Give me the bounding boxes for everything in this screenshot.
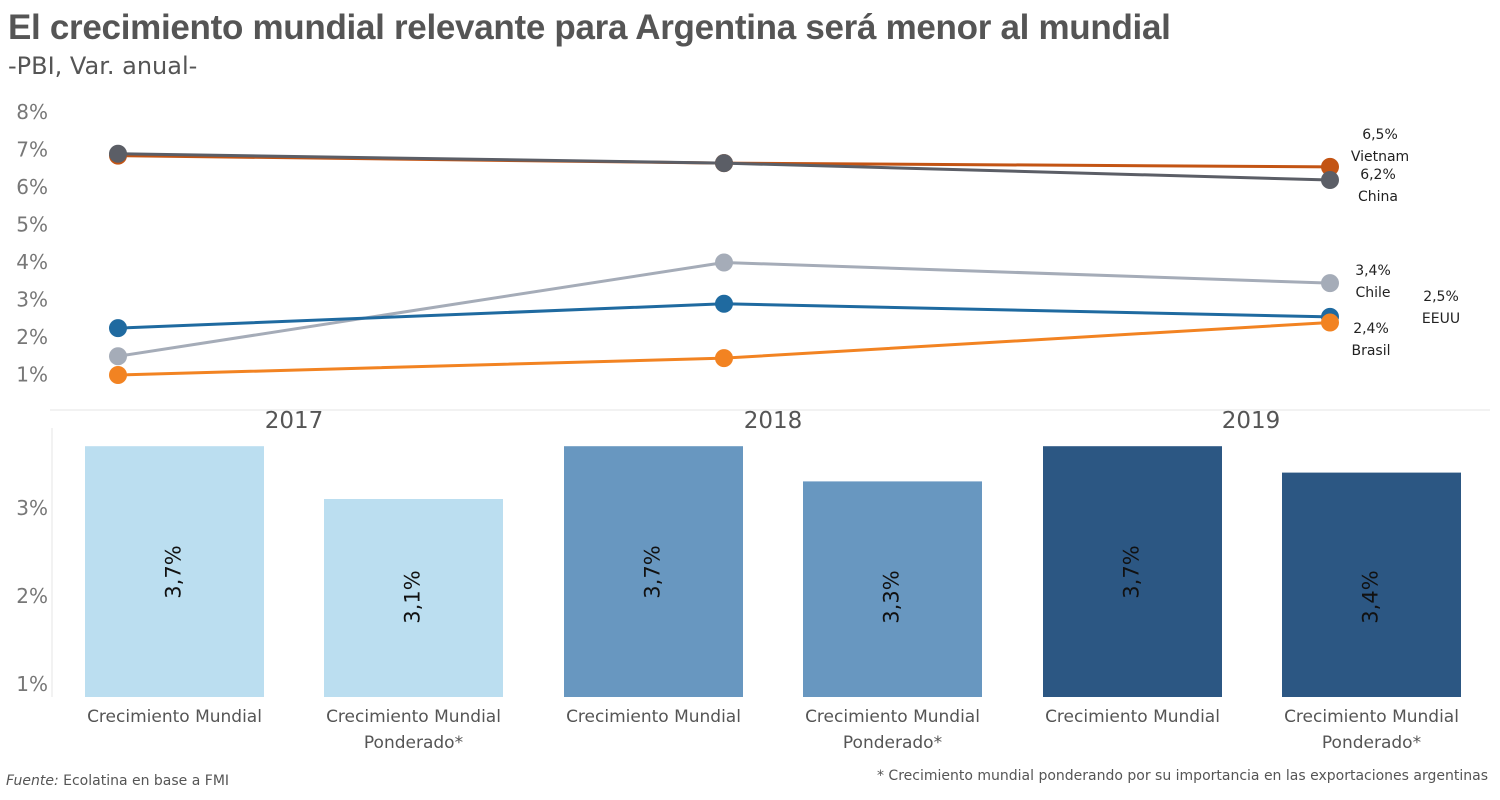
line-series-name-label: Brasil xyxy=(1351,343,1390,359)
bar-group-label-2019: 2019 xyxy=(1222,408,1281,434)
page-title: El crecimiento mundial relevante para Ar… xyxy=(8,8,1171,47)
line-y-tick-label: 1% xyxy=(16,363,48,387)
line-point-eeuu xyxy=(109,319,127,338)
footnote: * Crecimiento mundial ponderando por su … xyxy=(876,768,1488,784)
line-y-tick-label: 3% xyxy=(16,288,48,312)
bar-category-label: Crecimiento Mundial xyxy=(1284,707,1459,727)
line-end-value-label: 2,4% xyxy=(1353,321,1389,337)
line-end-value-label: 3,4% xyxy=(1355,263,1391,279)
bar-category-label: Crecimiento Mundial xyxy=(566,707,741,727)
line-point-brasil xyxy=(109,366,127,384)
line-end-value-label: 2,5% xyxy=(1423,289,1459,305)
bar-category-label: Crecimiento Mundial xyxy=(326,707,501,727)
bar-category-label: Crecimiento Mundial xyxy=(1045,707,1220,727)
bar-category-label: Crecimiento Mundial xyxy=(805,707,980,727)
line-point-chile xyxy=(715,253,733,272)
line-series-name-label: China xyxy=(1358,189,1398,205)
bar-2018-ponderado xyxy=(803,481,982,697)
line-series-name-label: Chile xyxy=(1355,285,1390,301)
line-point-brasil xyxy=(1321,313,1339,332)
bar-group-label-2017: 2017 xyxy=(265,408,324,434)
bar-value-label: 3,4% xyxy=(1359,570,1383,623)
line-y-tick-label: 7% xyxy=(16,138,48,162)
line-y-tick-label: 8% xyxy=(16,100,48,124)
bar-value-label: 3,3% xyxy=(880,570,904,623)
source-text: Ecolatina en base a FMI xyxy=(58,773,230,789)
bar-2017-ponderado xyxy=(324,499,503,697)
bar-value-label: 3,7% xyxy=(162,545,186,598)
line-end-value-label: 6,5% xyxy=(1362,127,1398,143)
line-y-tick-label: 2% xyxy=(16,325,48,349)
line-end-value-label: 6,2% xyxy=(1360,167,1396,183)
bar-value-label: 3,7% xyxy=(641,545,665,598)
bar-category-label: Ponderado* xyxy=(1322,733,1421,753)
line-y-tick-label: 4% xyxy=(16,250,48,274)
bar-value-label: 3,7% xyxy=(1120,545,1144,598)
line-point-brasil xyxy=(715,349,733,368)
bar-y-tick-label: 2% xyxy=(16,584,48,608)
bar-2017-mundial xyxy=(85,446,264,697)
bar-category-label: Ponderado* xyxy=(843,733,942,753)
page-subtitle: -PBI, Var. anual- xyxy=(8,52,198,80)
bar-category-label: Ponderado* xyxy=(364,733,463,753)
line-point-chile xyxy=(1321,274,1339,293)
bar-2018-mundial xyxy=(564,446,743,697)
line-y-tick-label: 5% xyxy=(16,213,48,237)
line-y-tick-label: 6% xyxy=(16,175,48,199)
source-note: Fuente: Ecolatina en base a FMI xyxy=(6,773,229,789)
line-point-china xyxy=(715,154,733,173)
line-point-china xyxy=(1321,171,1339,189)
line-point-china xyxy=(109,144,127,163)
source-label: Fuente: xyxy=(6,773,59,789)
line-point-chile xyxy=(109,347,127,366)
bar-y-tick-label: 3% xyxy=(16,496,48,520)
bar-category-label: Crecimiento Mundial xyxy=(87,707,262,727)
line-series-name-label: Vietnam xyxy=(1351,149,1409,165)
line-point-eeuu xyxy=(715,294,733,313)
bar-2019-mundial xyxy=(1043,446,1222,697)
bar-value-label: 3,1% xyxy=(401,570,425,623)
bar-group-label-2018: 2018 xyxy=(744,408,803,434)
line-series-name-label: EEUU xyxy=(1422,311,1460,327)
bar-y-tick-label: 1% xyxy=(16,672,48,696)
line-point-vietnam xyxy=(1321,157,1339,176)
bar-2019-ponderado xyxy=(1282,472,1461,697)
